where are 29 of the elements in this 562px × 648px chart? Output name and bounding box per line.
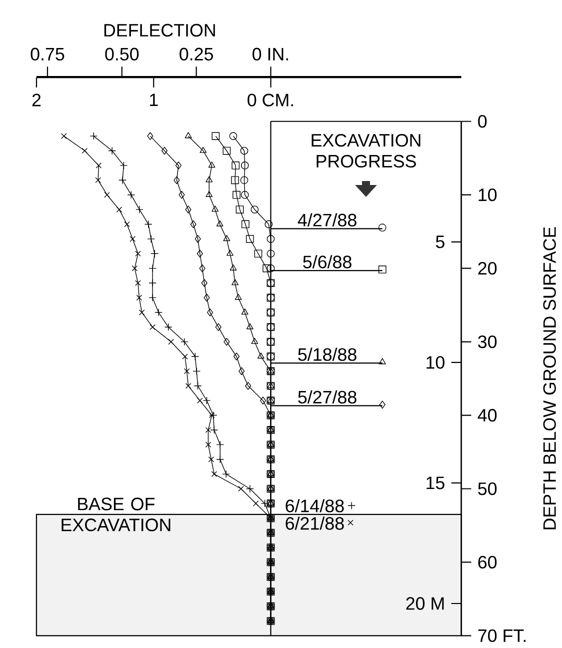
y-tick-label: 40 [478, 408, 497, 422]
y2-tick-label: 15 [426, 476, 444, 490]
legend-label: 5/18/88 [298, 348, 356, 361]
x-tick-label: 0 IN. [252, 48, 288, 60]
legend-label: 5/6/88 [303, 255, 352, 268]
x2-tick-label: 0 CM. [248, 94, 294, 106]
y-axis-title: DEPTH BELOW GROUND SURFACE [543, 227, 556, 530]
y-tick-label: 60 [478, 556, 497, 569]
x-tick-label: 0.75 [30, 48, 64, 60]
x2-tick-label: 2 [32, 94, 41, 106]
band-label: BASE OF EXCAVATION [62, 498, 170, 532]
annotation: EXCAVATION PROGRESS [312, 134, 420, 168]
x-tick-label: 0.50 [105, 48, 139, 60]
y2-tick-label: 5 [436, 236, 444, 248]
x-axis-title: DEFLECTION [104, 24, 215, 37]
x2-tick-label: 1 [150, 94, 158, 106]
y-tick-label: 0 [478, 115, 487, 128]
y2-tick-label: 10 [426, 356, 445, 369]
legend-label: 6/14/88 [286, 499, 344, 512]
y-tick-label: 30 [478, 335, 497, 348]
y-tick-label: 70 FT. [478, 629, 526, 642]
x-tick-label: 0.25 [180, 48, 214, 60]
legend-label: 6/21/88 [286, 516, 344, 530]
y2-tick-label: 20 M [406, 597, 444, 610]
legend-label: 5/27/88 [298, 390, 356, 404]
y-tick-label: 50 [478, 482, 497, 496]
y-tick-label: 20 [478, 262, 497, 275]
y-tick-label: 10 [478, 188, 497, 202]
legend-label: 4/27/88 [298, 213, 356, 226]
